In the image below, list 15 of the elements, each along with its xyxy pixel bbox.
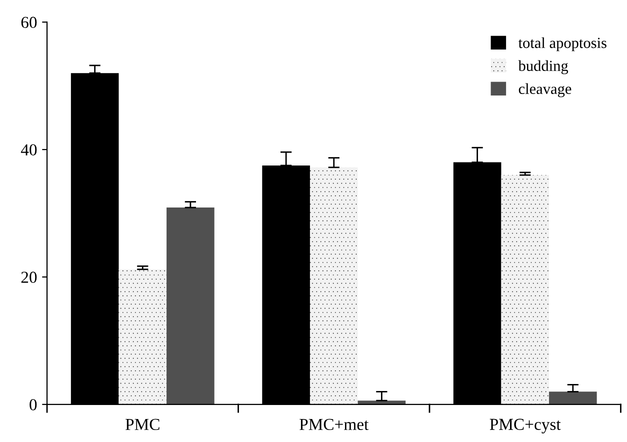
y-tick-label: 40	[20, 144, 37, 156]
bar	[501, 175, 550, 404]
x-tick-label: PMC+met	[300, 418, 369, 430]
bar	[310, 167, 358, 404]
bar	[549, 392, 597, 404]
legend-label: cleavage	[518, 83, 572, 98]
y-tick-label: 60	[21, 16, 37, 28]
legend-label: budding	[518, 60, 568, 74]
y-tick-label: 20	[21, 272, 37, 283]
x-tick-label: PMC	[126, 418, 160, 430]
legend-label: total apoptosis	[518, 37, 606, 52]
bar	[118, 269, 167, 404]
x-tick-label: PMC+cyst	[490, 418, 561, 434]
y-tick-label: 0	[30, 399, 37, 410]
bar	[166, 208, 214, 404]
